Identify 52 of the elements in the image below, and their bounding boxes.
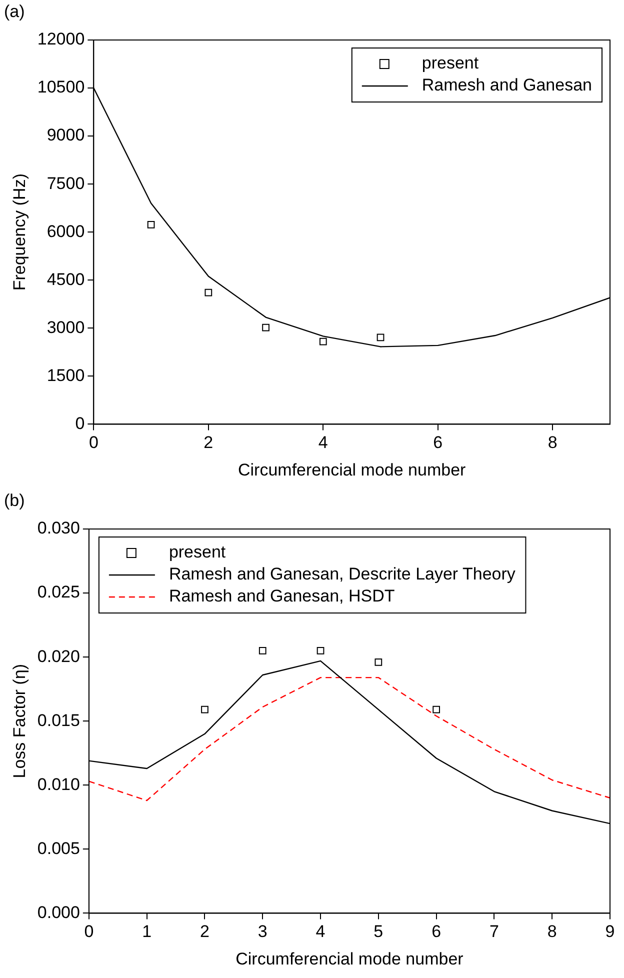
- x-tick-label: 2: [200, 922, 210, 942]
- legend-label: Ramesh and Ganesan, Descrite Layer Theory: [168, 564, 516, 584]
- x-tick-label: 2: [204, 433, 214, 452]
- y-axis-title: Frequency (Hz): [10, 174, 29, 291]
- y-tick-label: 6000: [46, 222, 85, 241]
- point: [147, 221, 155, 228]
- point: [432, 706, 440, 714]
- point: [374, 658, 382, 666]
- x-tick-label: 0: [88, 433, 98, 452]
- x-tick-label: 9: [605, 922, 615, 942]
- y-tick-label: 4500: [46, 270, 85, 289]
- legend-label: Ramesh and Ganesan: [422, 76, 592, 95]
- y-tick-label: 3000: [46, 318, 85, 337]
- point: [258, 646, 266, 654]
- x-tick-label: 6: [433, 433, 443, 452]
- y-tick-label: 9000: [46, 126, 85, 145]
- point: [376, 334, 384, 342]
- y-tick-label: 0.015: [37, 710, 80, 730]
- y-tick-label: 7500: [46, 174, 85, 193]
- x-tick-label: 4: [318, 433, 328, 452]
- text: (b): [4, 491, 25, 510]
- point: [319, 338, 327, 346]
- x-tick-label: 4: [316, 922, 326, 942]
- point: [316, 646, 324, 654]
- x-tick-label: 6: [432, 922, 442, 942]
- x-tick-label: 7: [489, 922, 499, 942]
- x-tick-label: 5: [374, 922, 384, 942]
- y-tick-label: 12000: [37, 30, 85, 49]
- x-tick-label: 3: [258, 922, 268, 942]
- text: (a): [4, 2, 25, 22]
- y-axis-title: Loss Factor (η): [10, 664, 29, 778]
- x-tick-label: 8: [547, 922, 557, 942]
- y-tick-label: 0.000: [37, 902, 80, 922]
- x-axis-title: Circumferencial mode number: [238, 460, 466, 480]
- y-tick-label: 0.005: [37, 838, 80, 858]
- line-series: [88, 676, 610, 802]
- y-tick-label: 0.020: [37, 646, 80, 666]
- y-tick-label: 0: [75, 414, 85, 433]
- point: [204, 288, 212, 296]
- y-tick-label: 0.025: [37, 582, 80, 602]
- y-tick-label: 10500: [37, 78, 85, 97]
- x-axis-title: Circumferencial mode number: [236, 949, 464, 968]
- point: [262, 324, 270, 332]
- legend-label: present: [422, 54, 479, 73]
- point: [201, 706, 208, 714]
- legend-label: Ramesh and Ganesan, HSDT: [168, 586, 395, 606]
- y-tick-label: 1500: [46, 366, 85, 385]
- x-tick-label: 8: [548, 433, 558, 452]
- legend-label: present: [168, 542, 226, 562]
- x-tick-label: 1: [142, 922, 152, 942]
- y-tick-label: 0.030: [37, 518, 80, 538]
- y-tick-label: 0.010: [37, 774, 80, 794]
